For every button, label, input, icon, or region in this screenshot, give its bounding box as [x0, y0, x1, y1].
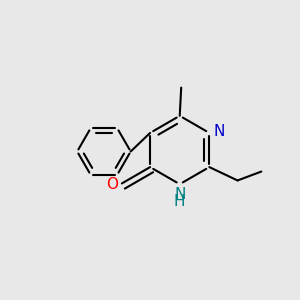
Text: N: N	[174, 187, 185, 202]
Text: H: H	[174, 194, 185, 209]
Text: O: O	[106, 176, 118, 191]
Text: N: N	[214, 124, 225, 139]
